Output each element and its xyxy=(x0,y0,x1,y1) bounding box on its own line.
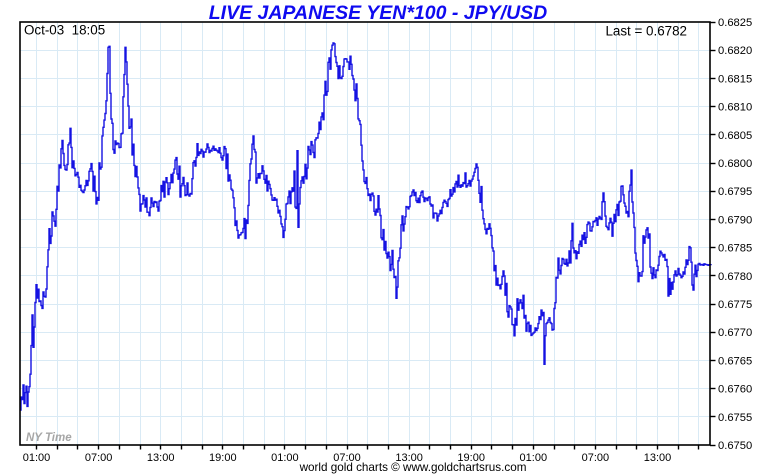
svg-text:01:00: 01:00 xyxy=(23,452,51,464)
svg-text:0.6785: 0.6785 xyxy=(718,243,752,255)
svg-text:01:00: 01:00 xyxy=(520,452,548,464)
svg-text:13:00: 13:00 xyxy=(644,452,672,464)
svg-text:LIVE JAPANESE YEN*100 - JPY/US: LIVE JAPANESE YEN*100 - JPY/USD xyxy=(209,2,548,24)
svg-text:0.6800: 0.6800 xyxy=(718,158,752,170)
svg-text:0.6750: 0.6750 xyxy=(718,440,752,452)
svg-text:0.6810: 0.6810 xyxy=(718,102,752,114)
svg-text:0.6820: 0.6820 xyxy=(718,45,752,57)
svg-text:0.6815: 0.6815 xyxy=(718,73,752,85)
svg-text:07:00: 07:00 xyxy=(582,452,610,464)
svg-text:world gold charts © www.goldch: world gold charts © www.goldchartsrus.co… xyxy=(299,461,527,474)
svg-text:0.6790: 0.6790 xyxy=(718,214,752,226)
svg-text:07:00: 07:00 xyxy=(85,452,113,464)
svg-text:0.6805: 0.6805 xyxy=(718,130,752,142)
svg-text:19:00: 19:00 xyxy=(209,452,237,464)
svg-text:Oct-03 18:05: Oct-03 18:05 xyxy=(24,23,105,38)
svg-text:0.6825: 0.6825 xyxy=(718,17,752,29)
svg-text:Last = 0.6782: Last = 0.6782 xyxy=(605,24,687,39)
svg-text:19:00: 19:00 xyxy=(457,452,485,464)
svg-text:0.6795: 0.6795 xyxy=(718,186,752,198)
svg-text:13:00: 13:00 xyxy=(395,452,423,464)
svg-text:07:00: 07:00 xyxy=(333,452,361,464)
svg-text:NY Time: NY Time xyxy=(26,432,72,444)
svg-text:01:00: 01:00 xyxy=(271,452,299,464)
svg-text:0.6780: 0.6780 xyxy=(718,271,752,283)
svg-text:13:00: 13:00 xyxy=(147,452,175,464)
svg-text:0.6775: 0.6775 xyxy=(718,299,752,311)
svg-text:0.6765: 0.6765 xyxy=(718,355,752,367)
svg-text:0.6770: 0.6770 xyxy=(718,327,752,339)
svg-text:0.6760: 0.6760 xyxy=(718,384,752,396)
svg-text:0.6755: 0.6755 xyxy=(718,412,752,424)
